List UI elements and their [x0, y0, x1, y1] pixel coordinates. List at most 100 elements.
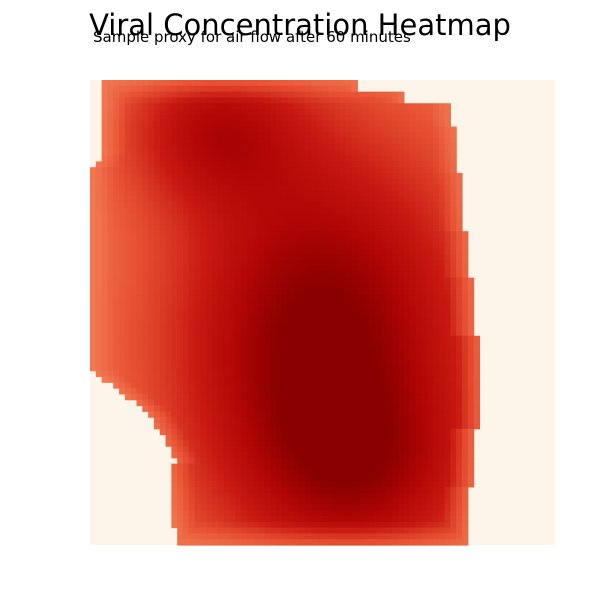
heatmap-cell — [369, 254, 376, 261]
heatmap-cell — [369, 504, 376, 511]
heatmap-cell — [363, 376, 370, 383]
heatmap-cell — [357, 242, 364, 250]
heatmap-cell — [310, 376, 318, 383]
heatmap-cell — [229, 295, 236, 302]
heatmap-cell — [200, 266, 207, 273]
heatmap-cell — [276, 469, 283, 476]
heatmap-cell — [252, 428, 260, 436]
heatmap-cell — [153, 283, 161, 290]
heatmap-cell — [345, 85, 353, 93]
heatmap-cell — [305, 452, 312, 459]
heatmap-cell — [363, 300, 370, 308]
heatmap-cell — [432, 359, 440, 366]
heatmap-cell — [148, 184, 155, 192]
heatmap-cell — [305, 388, 312, 395]
heatmap-cell — [363, 173, 370, 180]
heatmap-cell — [276, 97, 283, 104]
heatmap-cell — [212, 417, 219, 424]
heatmap-cell — [136, 190, 143, 197]
heatmap-cell — [345, 428, 353, 436]
heatmap-cell — [444, 417, 451, 424]
heatmap-cell — [223, 306, 231, 314]
heatmap-cell — [427, 219, 434, 226]
heatmap-cell — [165, 388, 172, 395]
heatmap-cell — [473, 364, 481, 372]
heatmap-cell — [183, 504, 190, 511]
heatmap-cell — [450, 539, 457, 546]
heatmap-cell — [217, 324, 225, 331]
heatmap-cell — [183, 236, 190, 244]
heatmap-cell — [183, 463, 190, 471]
heatmap-cell — [183, 376, 190, 383]
heatmap-cell — [142, 225, 149, 232]
heatmap-cell — [223, 114, 231, 122]
heatmap-cell — [281, 242, 289, 250]
heatmap-cell — [194, 353, 202, 360]
heatmap-cell — [159, 411, 167, 418]
heatmap-cell — [206, 481, 213, 488]
heatmap-cell — [409, 393, 417, 401]
heatmap-cell — [200, 236, 207, 244]
heatmap-cell — [438, 329, 446, 337]
heatmap-cell — [380, 411, 388, 418]
heatmap-cell — [369, 527, 376, 534]
heatmap-cell — [258, 289, 265, 296]
heatmap-cell — [392, 184, 399, 192]
heatmap-cell — [119, 149, 126, 157]
heatmap-cell — [369, 312, 376, 319]
heatmap-cell — [351, 103, 358, 110]
heatmap-cell — [432, 370, 440, 378]
heatmap-cell — [241, 428, 248, 436]
heatmap-cell — [142, 85, 149, 93]
heatmap-cell — [316, 452, 324, 459]
heatmap-cell — [369, 318, 376, 325]
heatmap-cell — [409, 388, 417, 395]
heatmap-cell — [403, 510, 411, 517]
heatmap-cell — [229, 184, 236, 192]
heatmap-cell — [130, 382, 138, 389]
heatmap-cell — [206, 266, 213, 273]
heatmap-cell — [293, 306, 300, 314]
heatmap-cell — [450, 266, 457, 273]
heatmap-cell — [287, 475, 295, 482]
heatmap-cell — [409, 126, 417, 133]
heatmap-cell — [148, 289, 155, 296]
heatmap-cell — [328, 126, 335, 133]
heatmap-cell — [438, 120, 446, 128]
heatmap-cell — [252, 126, 260, 133]
heatmap-cell — [153, 347, 161, 354]
heatmap-cell — [293, 300, 300, 308]
heatmap-cell — [119, 207, 126, 215]
heatmap-cell — [310, 161, 318, 168]
heatmap-cell — [153, 167, 161, 174]
heatmap-cell — [334, 225, 341, 232]
heatmap-cell — [223, 80, 231, 87]
heatmap-cell — [235, 359, 242, 366]
heatmap-cell — [398, 347, 405, 354]
heatmap-cell — [339, 492, 347, 500]
heatmap-cell — [270, 527, 277, 534]
heatmap-cell — [235, 289, 242, 296]
heatmap-cell — [444, 510, 451, 517]
heatmap-cell — [293, 97, 300, 104]
heatmap-cell — [421, 138, 428, 145]
heatmap-cell — [252, 329, 260, 337]
heatmap-cell — [165, 359, 172, 366]
heatmap-cell — [276, 167, 283, 174]
heatmap-cell — [392, 539, 399, 546]
heatmap-cell — [119, 225, 126, 232]
heatmap-cell — [398, 388, 405, 395]
heatmap-cell — [241, 306, 248, 314]
heatmap-cell — [334, 213, 341, 221]
heatmap-cell — [438, 515, 446, 523]
heatmap-cell — [345, 510, 353, 517]
heatmap-cell — [299, 120, 306, 128]
heatmap-cell — [101, 202, 109, 209]
heatmap-cell — [101, 80, 109, 87]
heatmap-cell — [101, 120, 109, 128]
heatmap-cell — [374, 353, 382, 360]
heatmap-cell — [177, 120, 184, 128]
heatmap-cell — [462, 277, 469, 285]
heatmap-cell — [421, 504, 428, 511]
heatmap-cell — [339, 306, 347, 314]
